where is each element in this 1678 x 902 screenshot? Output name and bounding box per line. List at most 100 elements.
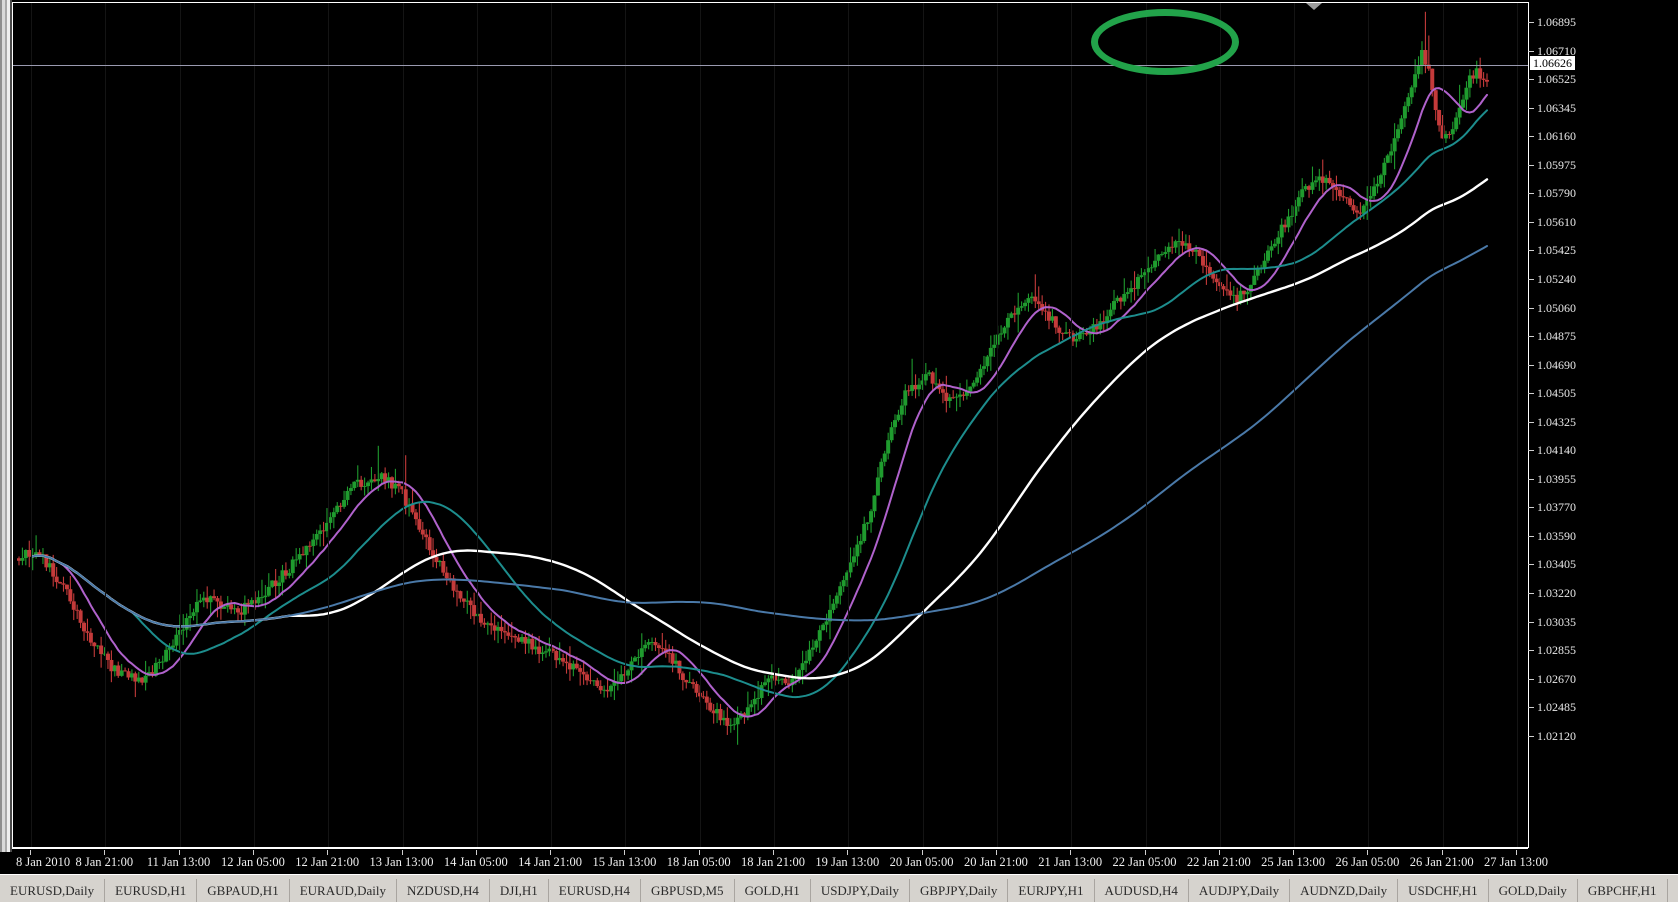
price-tick-label: 1.02670 [1537, 671, 1576, 686]
price-tick [1528, 478, 1534, 480]
price-tick-label: 1.04690 [1537, 357, 1576, 372]
chart-tab-gbpaud-h1[interactable]: GBPAUD,H1 [197, 879, 290, 902]
time-axis[interactable]: 8 Jan 2010 8 Jan 21:00 11 Jan 13:00 12 Jan … [12, 850, 1548, 874]
price-tick [1528, 450, 1534, 452]
price-tick-label: 1.03220 [1537, 586, 1576, 600]
chart-tab-gold-daily[interactable]: GOLD,Daily [1489, 879, 1578, 902]
price-tick [1528, 393, 1534, 395]
price-tick [1528, 50, 1534, 52]
time-tick-label: 22 Jan 21:00 [1186, 855, 1251, 869]
time-tick [30, 850, 31, 855]
time-tick [1516, 850, 1517, 855]
time-tick-label: 19 Jan 13:00 [815, 855, 880, 869]
time-tick-label: 25 Jan 13:00 [1261, 855, 1326, 869]
time-tick-label: 20 Jan 21:00 [963, 855, 1028, 869]
time-tick-label: 27 Jan 13:00 [1484, 855, 1548, 869]
price-tick-label: 1.03955 [1537, 471, 1576, 486]
price-tick-label: 1.04505 [1537, 386, 1576, 401]
time-tick-label: 26 Jan 21:00 [1409, 855, 1474, 869]
time-tick [773, 850, 774, 855]
price-tick [1528, 136, 1534, 138]
price-tick [1528, 421, 1534, 423]
price-tick-label: 1.04140 [1537, 443, 1576, 458]
price-tick [1528, 107, 1534, 109]
moving-average-line [31, 109, 1488, 699]
price-tick-label: 1.06710 [1537, 43, 1576, 58]
time-tick [104, 850, 106, 855]
time-tick [475, 850, 477, 855]
chart-tab-euraud-daily[interactable]: EURAUD,Daily [290, 879, 397, 902]
price-tick-label: 1.05790 [1537, 186, 1576, 201]
price-tick-label: 1.05060 [1537, 300, 1576, 315]
chart-tab-audusd-h4[interactable]: AUDUSD,H4 [1095, 879, 1189, 902]
time-tick [698, 850, 700, 855]
chart-tab-audnzd-daily[interactable]: AUDNZD,Daily [1290, 879, 1399, 902]
price-tick-label: 1.03590 [1537, 528, 1576, 543]
chart-tab-gbpchf-h1[interactable]: GBPCHF,H1 [1578, 879, 1668, 902]
chart-gridline [774, 3, 775, 847]
price-tick [1528, 22, 1534, 23]
time-tick [1144, 850, 1146, 855]
chart-gridline [179, 3, 181, 847]
chart-gridline [1071, 3, 1073, 847]
time-tick-label: 22 Jan 05:00 [1112, 855, 1177, 869]
chart-gridline [402, 3, 404, 847]
chart-tab-gbpaud-h1[interactable]: GBPAUD,H1 [1668, 879, 1678, 902]
chart-tab-gold-h1[interactable]: GOLD,H1 [735, 879, 811, 902]
chart-tab-eurusd-h1[interactable]: EURUSD,H1 [105, 879, 198, 902]
time-tick [1070, 850, 1072, 855]
chart-tab-usdchf-h1[interactable]: USDCHF,H1 [1398, 879, 1489, 902]
price-tick-label: 1.05425 [1537, 243, 1576, 258]
moving-average-line [31, 245, 1488, 628]
time-tick [921, 850, 923, 855]
price-tick [1528, 221, 1534, 223]
chart-gridline [848, 3, 850, 847]
price-tick [1528, 707, 1534, 709]
chart-gridline [1294, 3, 1296, 847]
price-tick-label: 1.03405 [1537, 557, 1576, 572]
chart-gridline [922, 3, 924, 847]
price-tick [1528, 193, 1534, 195]
time-tick-label: 8 Jan 21:00 [75, 855, 134, 869]
price-tick-label: 1.02855 [1537, 643, 1576, 658]
chart-tab-eurusd-h4[interactable]: EURUSD,H4 [549, 879, 641, 902]
chart-gridline [699, 3, 701, 847]
price-tick [1528, 250, 1534, 252]
chart-gridline [105, 3, 107, 847]
breakout-highlight-ellipse [1091, 9, 1239, 75]
chart-gridline [328, 3, 330, 847]
chart-tab-dji-h1[interactable]: DJI,H1 [490, 879, 549, 902]
time-tick [1218, 850, 1220, 855]
time-tick-label: 18 Jan 21:00 [741, 855, 805, 869]
chart-gridline [1442, 3, 1444, 847]
chart-gridline [625, 3, 627, 847]
chart-tab-eurusd-daily[interactable]: EURUSD,Daily [0, 879, 106, 902]
chart-gridline [996, 3, 998, 847]
chart-gridline [1368, 3, 1370, 847]
chart-tab-audjpy-daily[interactable]: AUDJPY,Daily [1189, 879, 1291, 902]
price-tick [1528, 336, 1534, 338]
chart-tab-eurjpy-h1[interactable]: EURJPY,H1 [1008, 879, 1095, 902]
current-price-label: 1.06626 [1530, 55, 1575, 70]
price-axis[interactable]: 1.06895 1.06710 1.06525 1.06345 1.06160 1.059… [1528, 0, 1678, 852]
time-tick-label: 15 Jan 13:00 [592, 855, 657, 869]
chart-tab-bar[interactable]: EURUSD,Daily EURUSD,H1 GBPAUD,H1 EURAUD,Dai… [0, 874, 1678, 902]
price-tick [1528, 678, 1534, 680]
price-tick [1528, 507, 1534, 509]
price-tick-label: 1.04875 [1537, 329, 1576, 344]
time-tick-label: 13 Jan 13:00 [369, 855, 434, 869]
price-crosshair-line [13, 64, 1528, 66]
chart-tab-gbpjpy-daily[interactable]: GBPJPY,Daily [910, 879, 1009, 902]
price-tick-label: 1.05975 [1537, 157, 1576, 172]
time-tick-label: 11 Jan 13:00 [146, 855, 211, 869]
price-tick-label: 1.04325 [1537, 414, 1576, 429]
time-tick [1293, 850, 1295, 855]
chart-tab-gbpusd-m5[interactable]: GBPUSD,M5 [641, 879, 735, 902]
vertical-scrollbar[interactable] [0, 0, 12, 852]
chart-tab-nzdusd-h4[interactable]: NZDUSD,H4 [397, 879, 490, 902]
price-tick-label: 1.02485 [1537, 700, 1576, 715]
chart-tab-usdjpy-daily[interactable]: USDJPY,Daily [811, 879, 910, 902]
time-tick [327, 850, 329, 855]
chart-canvas[interactable] [12, 2, 1528, 848]
chart-cursor-marker-icon [1306, 3, 1322, 10]
